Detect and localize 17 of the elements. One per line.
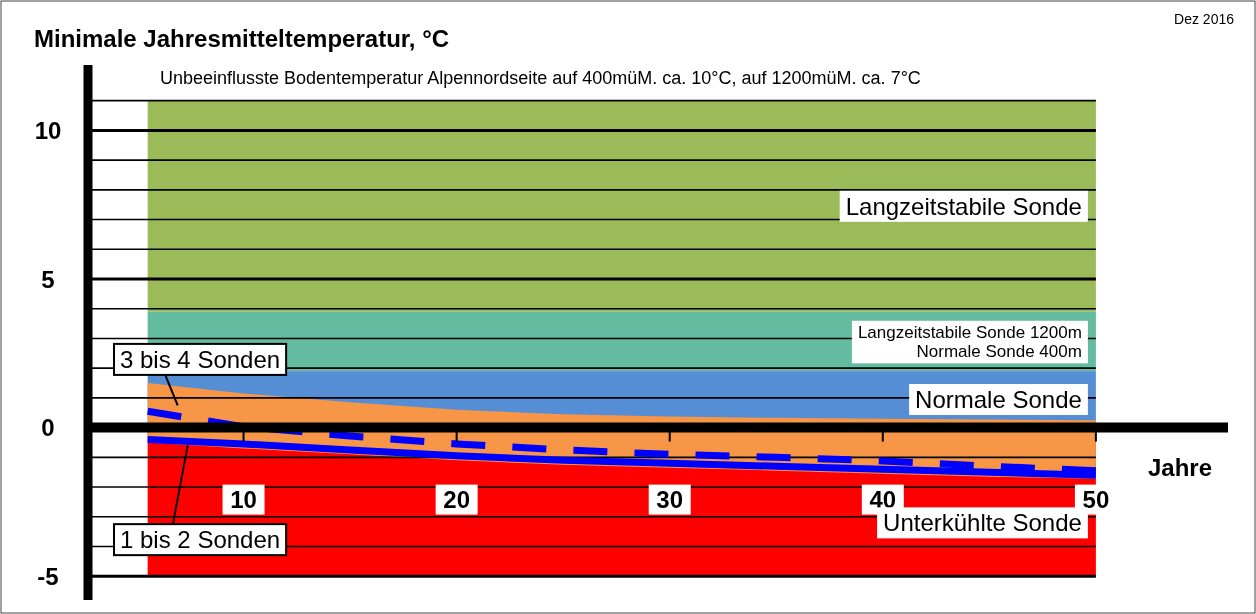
x-tick-label: 50 — [1082, 486, 1110, 514]
text: Dez 2016 — [1174, 11, 1235, 27]
band-label: Langzeitstabile Sonde — [845, 192, 1082, 220]
band-label: Langzeitstabile Sonde 1200m Normale Sonde 400m — [857, 322, 1082, 362]
x-axis-title: Jahre — [1147, 454, 1213, 482]
text: 1 bis 2 Sonden — [120, 526, 281, 554]
x-tick-label: 30 — [656, 486, 684, 514]
y-tick-label: 10 — [34, 117, 62, 145]
chart-subtitle: Unbeeinflusste Bodentemperatur Alpennordseite auf 400müM. ca. 10°C, auf 1200müM. ca. 7°C — [160, 68, 921, 88]
band-label: Normale Sonde — [915, 386, 1082, 414]
y-tick-label: -5 — [37, 562, 59, 590]
y-tick-label: 5 — [41, 265, 55, 293]
x-tick-label: 20 — [443, 486, 470, 514]
chart-title: Minimale Jahresmitteltemperatur, °C — [34, 25, 450, 52]
series-label: 3 bis 4 Sonden — [120, 345, 281, 373]
x-tick-label: 10 — [230, 486, 257, 514]
y-tick-label: 0 — [41, 414, 55, 442]
